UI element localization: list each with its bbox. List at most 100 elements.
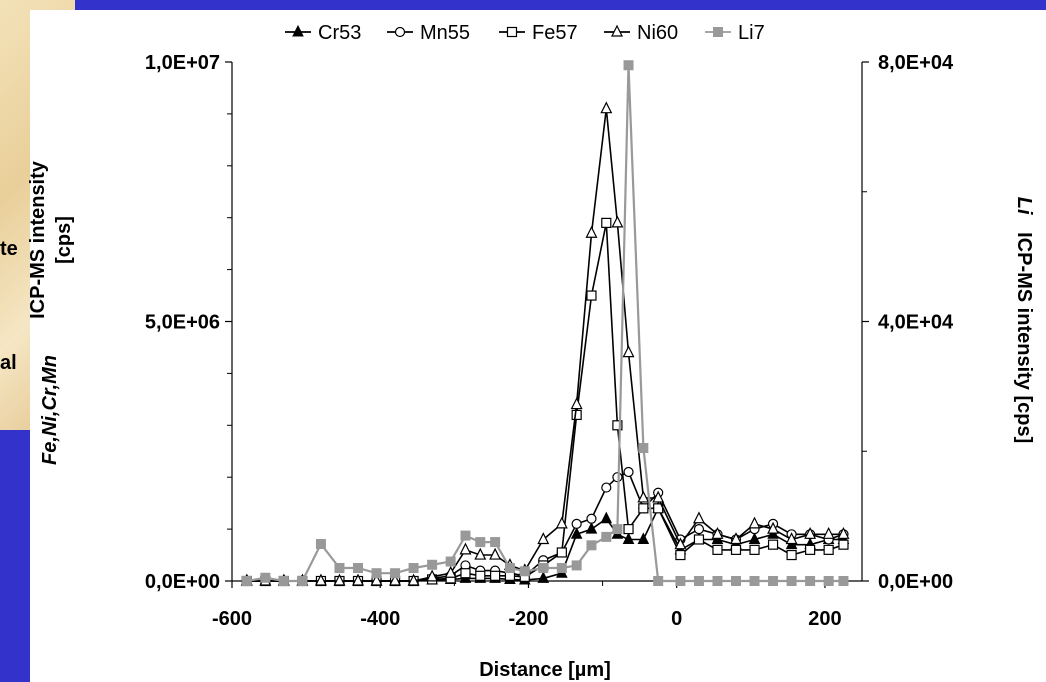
slide-background-blue-bar	[0, 430, 30, 682]
data-point-fe57	[767, 539, 779, 550]
data-point-mn55	[693, 523, 705, 535]
data-point-ni60	[822, 526, 835, 539]
left-y-axis-title-line2: [cps]	[53, 216, 75, 264]
slide-top-blue-bar	[75, 0, 1046, 10]
data-point-li7	[638, 443, 649, 454]
data-point-ni60	[652, 490, 665, 503]
data-point-ni60	[804, 526, 817, 539]
left-y-axis-title: Fe,Ni,Cr,Mn	[39, 355, 61, 465]
data-point-ni60	[674, 537, 687, 550]
left-y-axis-title-italic: Fe,Ni,Cr,Mn	[39, 355, 61, 465]
data-point-mn55	[623, 466, 634, 478]
data-point-fe57	[712, 544, 723, 555]
legend-label: Cr53	[318, 22, 361, 44]
series-ni60	[240, 101, 850, 586]
left-y-tick-label: 5,0E+06	[145, 312, 220, 334]
data-point-cr53	[637, 532, 650, 544]
data-point-li7	[538, 563, 549, 574]
data-point-li7	[571, 560, 582, 571]
legend-marker	[506, 26, 518, 38]
cropped-text-fragment: te	[0, 238, 18, 260]
right-y-axis-title-italic: Li	[1013, 197, 1035, 215]
series-line-ni60	[246, 108, 844, 582]
data-point-li7	[490, 537, 501, 548]
data-point-li7	[427, 559, 438, 570]
legend-label: Mn55	[420, 22, 470, 44]
data-point-fe57	[749, 544, 760, 555]
data-point-ni60	[555, 516, 568, 529]
data-point-cr53	[748, 532, 761, 544]
data-point-li7	[749, 576, 760, 586]
cropped-text-fragment: al	[0, 352, 17, 374]
data-point-ni60	[748, 516, 761, 529]
left-y-tick-label: 1,0E+07	[145, 52, 220, 74]
data-point-mn55	[571, 518, 582, 530]
legend-label: Ni60	[637, 22, 678, 44]
data-point-ni60	[537, 532, 550, 545]
data-point-cr53	[537, 571, 550, 583]
data-point-li7	[297, 576, 308, 586]
x-tick-label: -600	[212, 608, 252, 630]
right-y-tick-label: 0,0E+00	[878, 571, 953, 593]
svg-text:Fe,Ni,Cr,Mn: Fe,Ni,Cr,Mn	[39, 355, 61, 465]
x-tick-label: -200	[508, 608, 548, 630]
right-y-axis-title: Li ICP-MS intensity [cps]	[1013, 197, 1035, 443]
data-point-li7	[315, 539, 326, 550]
legend-item-fe57: Fe57	[499, 22, 578, 44]
data-point-mn55	[586, 513, 597, 524]
data-point-ni60	[837, 526, 850, 539]
data-point-li7	[278, 576, 289, 586]
data-point-ni60	[314, 573, 327, 586]
x-axis-title: Distance [µm]	[479, 659, 611, 681]
right-y-tick-label: 8,0E+04	[878, 52, 954, 74]
data-point-fe57	[675, 549, 686, 561]
left-y-tick-label: 0,0E+00	[145, 571, 220, 593]
left-y-axis-title-main: ICP-MS intensity [cps]	[27, 160, 75, 319]
data-point-li7	[371, 568, 382, 579]
data-point-fe57	[475, 570, 486, 581]
data-point-ni60	[611, 215, 624, 228]
series-line-li7	[246, 65, 844, 583]
data-point-ni60	[600, 101, 613, 114]
data-point-fe57	[805, 544, 816, 555]
data-point-li7	[408, 563, 419, 574]
data-point-li7	[601, 531, 612, 542]
data-point-fe57	[786, 549, 797, 561]
data-point-ni60	[570, 397, 583, 410]
series-li7	[241, 60, 849, 586]
legend: Cr53 Mn55 Fe57 Ni60 Li7	[285, 22, 765, 44]
x-tick-label: -400	[360, 608, 400, 630]
data-point-li7	[586, 540, 597, 551]
data-point-ni60	[637, 490, 650, 503]
data-point-fe57	[823, 544, 834, 555]
data-point-ni60	[407, 573, 420, 586]
data-point-ni60	[785, 532, 798, 545]
legend-item-cr53: Cr53	[285, 22, 361, 44]
data-point-ni60	[444, 565, 457, 578]
x-tick-label: 0	[671, 608, 682, 630]
data-point-li7	[504, 563, 515, 574]
data-point-ni60	[692, 511, 705, 524]
data-point-fe57	[586, 290, 597, 301]
data-point-cr53	[622, 532, 635, 544]
data-point-li7	[731, 576, 741, 586]
data-point-cr53	[585, 521, 598, 534]
chart-axes	[231, 62, 863, 582]
right-y-axis-title-text: ICP-MS intensity [cps]	[1013, 232, 1035, 443]
data-point-fe57	[693, 534, 705, 545]
data-point-ni60	[622, 345, 635, 358]
data-point-li7	[675, 576, 686, 586]
data-point-li7	[712, 576, 723, 586]
data-point-li7	[241, 576, 252, 586]
data-point-ni60	[711, 526, 724, 539]
data-point-ni60	[767, 521, 780, 534]
legend-label: Fe57	[532, 22, 578, 44]
data-point-ni60	[333, 573, 346, 586]
data-point-li7	[390, 568, 401, 579]
data-point-ni60	[389, 573, 402, 586]
data-point-ni60	[426, 569, 439, 582]
data-point-ni60	[585, 225, 598, 238]
svg-text:Li ICP-MS intensity [cps: Li ICP-MS intensity [cps]	[1013, 197, 1035, 443]
data-point-fe57	[556, 547, 567, 558]
